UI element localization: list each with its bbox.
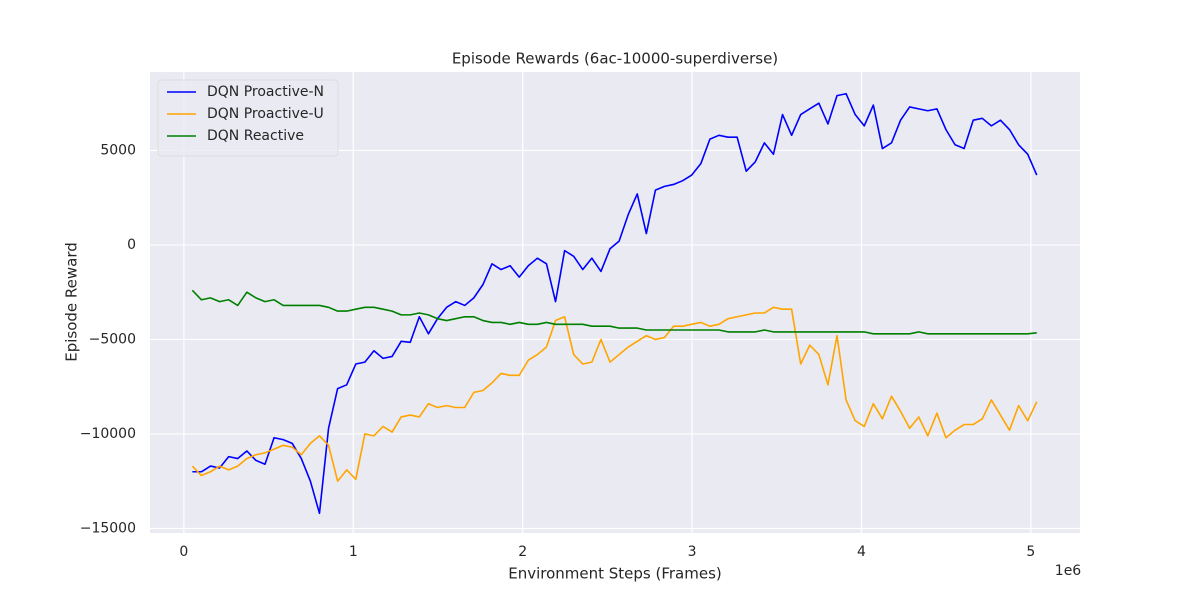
x-offset-label: 1e6 <box>1055 563 1082 579</box>
series-line <box>191 306 1038 483</box>
legend-label: DQN Proactive-U <box>207 106 324 122</box>
series-line <box>191 289 1037 335</box>
legend-label: DQN Reactive <box>207 128 304 144</box>
y-axis-label: Episode Reward <box>63 242 81 362</box>
series-line <box>192 92 1038 515</box>
labels: −15000 −10000 −5000 0 5000 0 1 2 3 4 5 <box>80 142 1036 560</box>
x-axis-label: Environment Steps (Frames) <box>508 565 722 583</box>
y-tick-label: −15000 <box>80 520 136 536</box>
legend-box <box>157 79 339 157</box>
grid <box>150 72 1080 533</box>
x-tick-label: 5 <box>1026 544 1035 560</box>
y-tick-label: 0 <box>127 237 136 253</box>
y-tick-label: −5000 <box>89 331 136 347</box>
legend: DQN Proactive-N DQN Proactive-U DQN Reacti… <box>157 79 339 157</box>
y-tick-label: −10000 <box>80 426 136 442</box>
x-tick-label: 3 <box>688 544 697 560</box>
legend-label: DQN Proactive-N <box>207 84 324 100</box>
x-tick-label: 4 <box>857 544 866 560</box>
lines <box>191 92 1038 515</box>
x-tick-label: 1 <box>349 544 358 560</box>
x-tick-label: 2 <box>518 544 527 560</box>
chart-title: Episode Rewards (6ac-10000-superdiverse) <box>452 50 778 68</box>
y-tick-label: 5000 <box>100 142 136 158</box>
x-tick-label: 0 <box>179 544 188 560</box>
